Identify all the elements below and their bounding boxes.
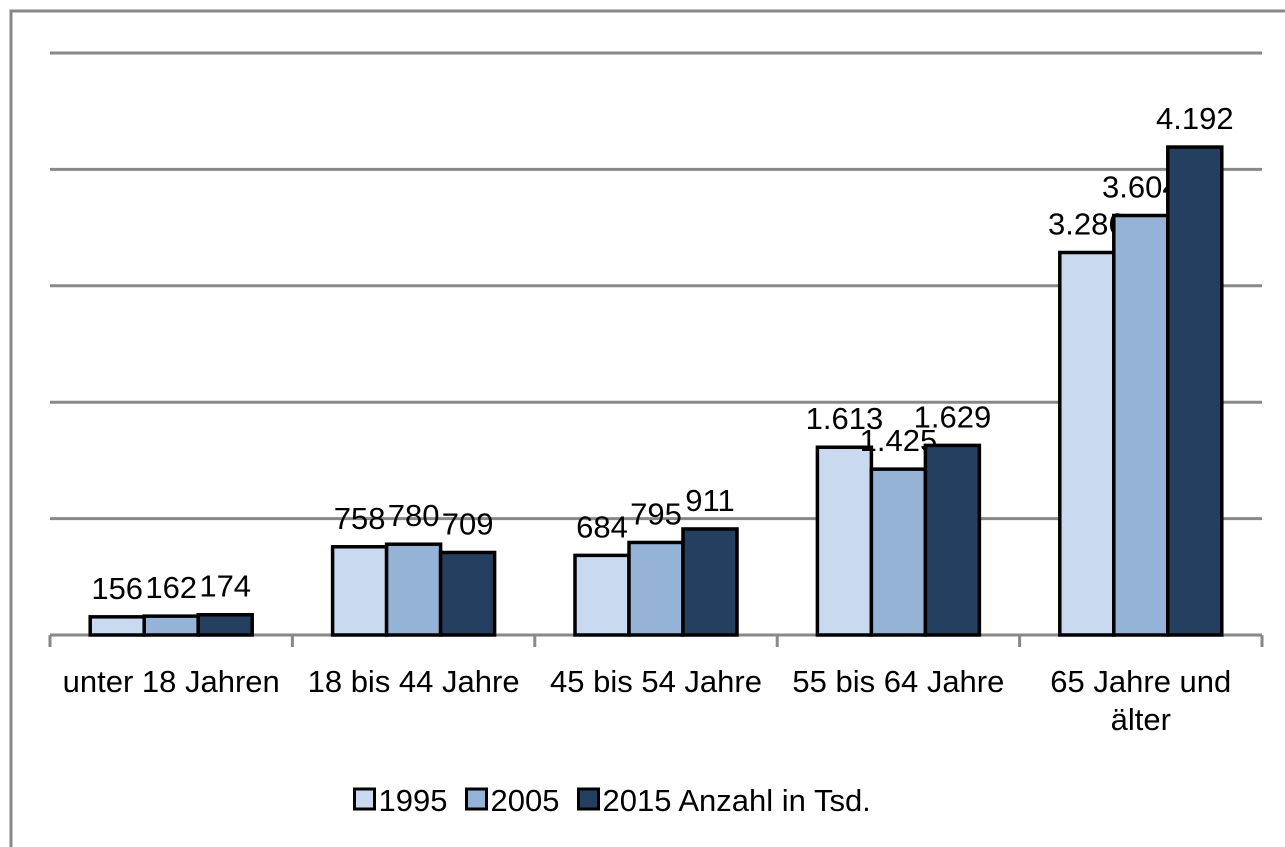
value-label: 758 (334, 501, 386, 536)
value-label: 780 (388, 498, 440, 533)
bar (1112, 213, 1170, 637)
bar (330, 545, 389, 637)
value-label: 162 (145, 570, 197, 605)
bar (88, 615, 146, 637)
value-label: 684 (576, 509, 628, 544)
bar (1166, 145, 1224, 637)
legend-label: 2015 Anzahl in Tsd. (603, 783, 871, 818)
bar (142, 614, 200, 637)
bar (923, 443, 982, 637)
x-tick-label: 55 bis 64 Jahre (792, 664, 1005, 699)
value-label: 174 (199, 569, 251, 604)
x-tick-label: 65 Jahre und älter (1050, 664, 1232, 737)
value-label: 911 (685, 483, 734, 518)
bar (869, 467, 928, 637)
x-tick-label: 45 bis 54 Jahre (550, 664, 762, 699)
bar (196, 612, 254, 637)
bar (384, 542, 443, 637)
value-label: 1.629 (914, 399, 992, 434)
x-tick-label: 18 bis 44 Jahre (307, 664, 520, 699)
value-label: 1.613 (806, 401, 884, 436)
value-label: 795 (630, 496, 682, 531)
bar (815, 445, 874, 637)
legend-label: 2005 (491, 783, 560, 818)
bar (1058, 250, 1116, 637)
bar (438, 550, 497, 637)
bar (681, 527, 739, 637)
legend-label: 1995 (379, 783, 448, 818)
bar (573, 553, 631, 637)
value-label: 156 (91, 571, 143, 606)
value-label: 709 (442, 506, 494, 541)
bar (627, 540, 685, 637)
x-tick-label: unter 18 Jahren (62, 664, 280, 699)
value-label: 4.192 (1156, 101, 1234, 136)
legend-swatch (465, 787, 488, 811)
legend-swatch (353, 787, 376, 811)
chart-border (9, 9, 1285, 847)
legend-swatch (577, 787, 600, 811)
